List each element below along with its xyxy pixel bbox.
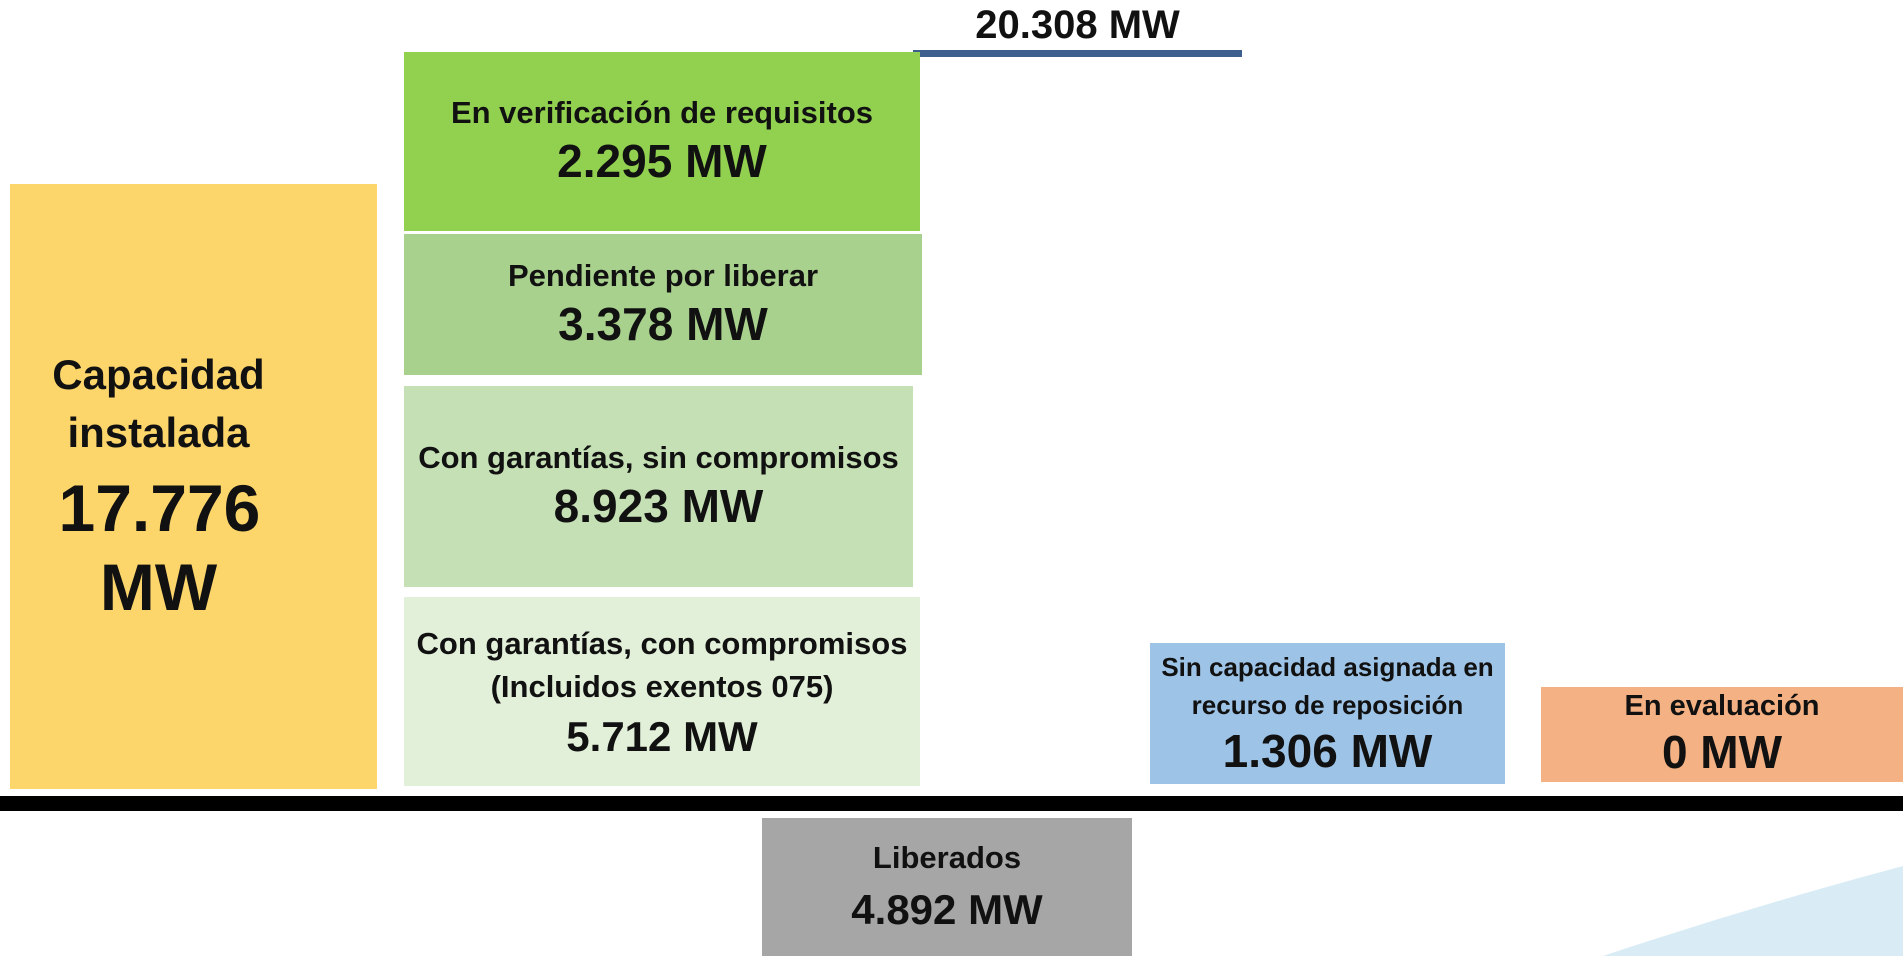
stack-value: 5.712 MW [566,712,758,760]
released-value: 4.892 MW [851,885,1043,933]
stack-label: Con garantías, sin compromisos [418,440,899,476]
stack-value: 3.378 MW [558,297,768,350]
released-box: Liberados 4.892 MW [762,818,1132,956]
evaluation-value: 0 MW [1661,725,1783,778]
swoosh [1603,866,1903,956]
stack-label: Con garantías, con compromisos (Incluido… [416,625,908,705]
released-label: Liberados [872,840,1022,876]
stack-box: Pendiente por liberar 3.378 MW [404,234,922,375]
unassigned-label: Sin capacidad asignada en recurso de rep… [1161,652,1494,721]
evaluation-box: En evaluación 0 MW [1541,687,1903,782]
unassigned-value: 1.306 MW [1222,724,1433,777]
installed-value: 17.776 MW [58,471,261,625]
decoration [1603,866,1903,956]
stack-value: 8.923 MW [553,479,764,532]
installed-label: Capacidad instalada [52,350,265,457]
stack-value: 2.295 MW [557,134,767,187]
total: 20.308 MW [975,3,1180,47]
installed-box: Capacidad instalada 17.776 MW [10,184,377,789]
unassigned-box: Sin capacidad asignada en recurso de rep… [1150,643,1505,784]
total-line [913,50,1242,57]
stack-box: En verificación de requisitos 2.295 MW [404,52,920,231]
stack-box: Con garantías, con compromisos (Incluido… [404,597,920,786]
stack-box: Con garantías, sin compromisos 8.923 MW [404,386,913,587]
baseline-bar [0,796,1903,811]
stack-label: Pendiente por liberar [507,258,819,294]
stack-label: En verificación de requisitos [450,95,874,131]
evaluation-label: En evaluación [1624,690,1820,723]
